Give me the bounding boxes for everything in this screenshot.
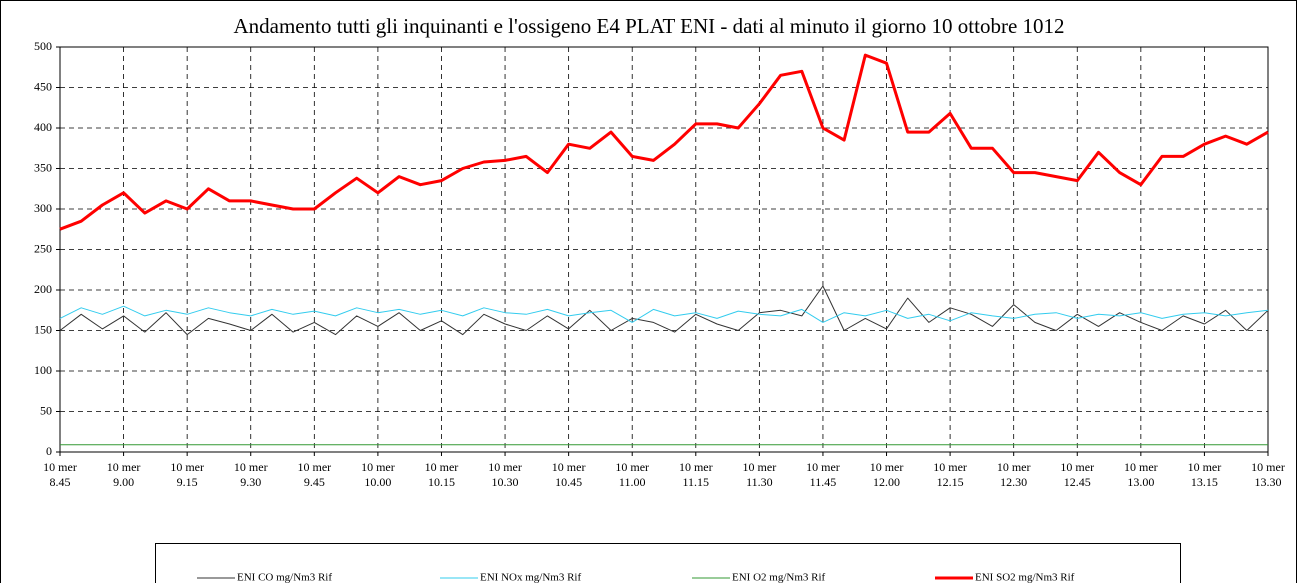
legend-box [155, 543, 1181, 583]
chart-title: Andamento tutti gli inquinanti e l'ossig… [233, 14, 1064, 38]
x-tick-label: 10 mer 12.00 [869, 460, 904, 489]
x-tick-label: 10 mer 13.15 [1187, 460, 1222, 489]
series-line [59, 53, 1269, 231]
x-tick-label: 10 mer 9.00 [106, 460, 141, 489]
y-tick-label: 500 [34, 39, 52, 53]
y-tick-label: 50 [40, 403, 52, 417]
x-tick-label: 10 mer 10.45 [551, 460, 586, 489]
x-tick-label: 10 mer 12.15 [933, 460, 967, 489]
legend-label: ENI SO2 mg/Nm3 Rif [975, 572, 1075, 583]
x-tick-label: 10 mer 9.30 [233, 460, 268, 489]
x-tick-label: 10 mer 10.15 [424, 460, 459, 489]
x-tick-label: 10 mer 13.30 [1251, 460, 1285, 489]
x-tick-label: 10 mer 11.00 [615, 460, 650, 489]
y-tick-label: 350 [34, 160, 52, 174]
y-tick-label: 150 [34, 322, 52, 336]
x-tick-label: 10 mer 10.00 [361, 460, 395, 489]
x-tick-label: 10 mer 9.15 [170, 460, 204, 489]
series-line [59, 305, 1269, 323]
x-tick-label: 10 mer 11.30 [742, 460, 777, 489]
y-tick-label: 200 [34, 282, 52, 296]
y-tick-label: 100 [34, 363, 52, 377]
x-tick-label: 10 mer 10.30 [488, 460, 522, 489]
y-tick-label: 450 [34, 79, 52, 93]
x-tick-label: 10 mer 13.00 [1124, 460, 1158, 489]
legend-label: ENI NOx mg/Nm3 Rif [480, 572, 581, 583]
x-tick-label: 10 mer 11.45 [806, 460, 840, 489]
y-tick-label: 0 [46, 444, 52, 458]
x-tick-label: 10 mer 11.15 [678, 460, 713, 489]
x-tick-label: 10 mer 12.30 [996, 460, 1031, 489]
x-tick-label: 10 mer 8.45 [43, 460, 77, 489]
series-line [59, 285, 1269, 336]
y-tick-label: 400 [34, 120, 52, 134]
y-tick-label: 300 [34, 201, 52, 215]
legend-label: ENI CO mg/Nm3 Rif [237, 572, 332, 583]
x-tick-label: 10 mer 12.45 [1060, 460, 1095, 489]
x-tick-label: 10 mer 9.45 [297, 460, 332, 489]
legend-label: ENI O2 mg/Nm3 Rif [732, 572, 826, 583]
y-tick-label: 250 [34, 241, 52, 255]
